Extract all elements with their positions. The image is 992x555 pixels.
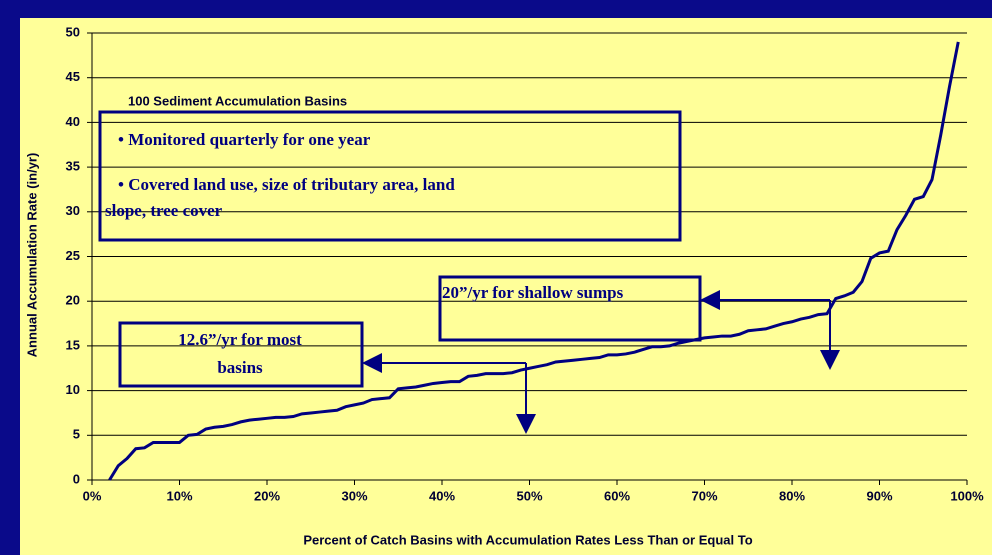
annotation-text: slope, tree cover: [105, 201, 223, 220]
y-tick-label: 5: [73, 427, 80, 442]
x-axis-label: Percent of Catch Basins with Accumulatio…: [303, 532, 752, 547]
y-tick-label: 10: [66, 382, 80, 397]
y-tick-label: 50: [66, 24, 80, 39]
annotation-text: 12.6”/yr for most: [178, 330, 302, 349]
x-tick-label: 50%: [516, 488, 542, 503]
y-tick-label: 15: [66, 337, 80, 352]
x-tick-label: 90%: [866, 488, 892, 503]
y-tick-label: 45: [66, 69, 80, 84]
y-tick-label: 0: [73, 471, 80, 486]
x-tick-label: 60%: [604, 488, 630, 503]
x-tick-label: 40%: [429, 488, 455, 503]
x-tick-label: 30%: [341, 488, 367, 503]
annotation-text: • Covered land use, size of tributary ar…: [118, 175, 455, 194]
x-tick-label: 70%: [691, 488, 717, 503]
chart-background: [20, 18, 992, 555]
y-tick-label: 35: [66, 159, 80, 174]
annotation-text: basins: [217, 358, 263, 377]
x-tick-label: 80%: [779, 488, 805, 503]
x-tick-label: 20%: [254, 488, 280, 503]
x-tick-label: 0%: [83, 488, 102, 503]
annotation-text: 20”/yr for shallow sumps: [442, 283, 624, 302]
y-tick-label: 20: [66, 293, 80, 308]
x-tick-label: 100%: [950, 488, 984, 503]
annotation-title: 100 Sediment Accumulation Basins: [128, 93, 347, 108]
y-axis-label: Annual Accumulation Rate (in/yr): [24, 153, 39, 358]
y-tick-label: 30: [66, 203, 80, 218]
data-line: [108, 41, 960, 481]
y-tick-label: 40: [66, 114, 80, 129]
x-tick-label: 10%: [166, 488, 192, 503]
annotation-text: • Monitored quarterly for one year: [118, 130, 371, 149]
annotation-box: [98, 110, 682, 242]
y-tick-label: 25: [66, 248, 80, 263]
